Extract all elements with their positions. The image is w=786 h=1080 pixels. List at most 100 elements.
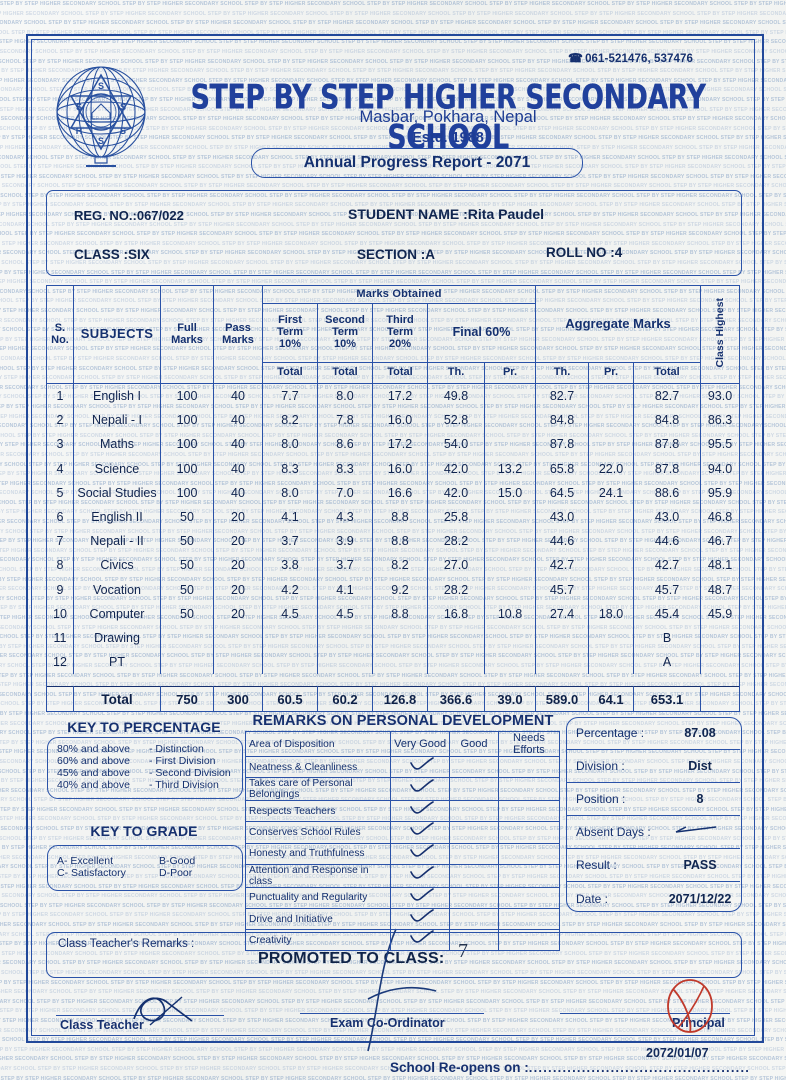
key-percentage-line: 45% and above - Second Division	[57, 767, 231, 779]
pd-very-good	[390, 907, 451, 931]
result-panel: Percentage :87.08 Division : Dist Position …	[566, 717, 740, 915]
row-t2: 8.3	[317, 456, 373, 481]
row-sno: 9	[46, 577, 74, 602]
row-atot: 42.7	[633, 553, 701, 578]
row-fth: 49.8	[427, 383, 485, 409]
checkmark-icon	[409, 909, 435, 924]
row-atot: 44.6	[633, 529, 701, 554]
total-label: Total	[73, 686, 161, 713]
header-t3-total: Total	[372, 362, 428, 384]
result-value: 2071/12/22	[668, 891, 732, 906]
pd-good	[449, 755, 499, 779]
pd-row: Takes care of Personal Belongings	[244, 777, 561, 802]
promoted-to-class-label: PROMOTED TO CLASS:	[258, 950, 445, 967]
header-t2-total: Total	[317, 362, 373, 384]
inner-border	[31, 39, 755, 1036]
row-t1: 8.2	[262, 408, 318, 433]
total-apr: 64.1	[588, 686, 634, 713]
row-t1: 4.5	[262, 601, 318, 626]
row-t2: 4.1	[317, 577, 373, 602]
table-row: 11 Drawing B	[46, 625, 740, 651]
row-apr: 22.0	[588, 456, 634, 481]
header-agg-pr: Pr.	[588, 362, 634, 384]
pd-header-good: Good	[449, 731, 499, 757]
pd-needs-efforts	[497, 907, 561, 931]
row-t1: 3.8	[262, 553, 318, 578]
row-fpr	[484, 553, 536, 578]
row-t1: 4.2	[262, 577, 318, 602]
row-atot: 87.8	[633, 432, 701, 457]
row-t1: 8.0	[262, 480, 318, 505]
row-ch: 95.5	[700, 432, 740, 457]
row-t3: 9.2	[372, 577, 428, 602]
row-fth: 52.8	[427, 408, 485, 433]
pd-good	[449, 800, 499, 823]
total-sno	[46, 686, 74, 713]
row-fpr	[484, 432, 536, 457]
exam-coordinator-label: Exam Co-Ordinator	[330, 1016, 445, 1030]
row-atot: 45.4	[633, 601, 701, 626]
row-atot: 45.7	[633, 577, 701, 602]
svg-text:S: S	[120, 102, 126, 112]
roll-number: ROLL NO :4	[546, 245, 623, 260]
row-subject: Computer	[73, 601, 161, 626]
row-fpr	[484, 383, 536, 409]
header-final-th: Th.	[427, 362, 485, 384]
row-pass	[213, 650, 263, 675]
key-to-grade-list: A- Excellent B-Good C- Satisfactory D-Poor	[57, 855, 237, 879]
checkmark-icon	[409, 930, 435, 945]
row-ch: 46.7	[700, 529, 740, 554]
promoted-to-class-value: 7	[458, 940, 468, 962]
header-agg-th: Th.	[535, 362, 589, 384]
row-apr	[588, 625, 634, 651]
remarks-title: REMARKS ON PERSONAL DEVELOPMENT	[252, 713, 554, 729]
row-fpr: 10.8	[484, 601, 536, 626]
result-value: PASS	[668, 848, 740, 883]
row-atot: 43.0	[633, 504, 701, 530]
row-subject: Nepali - I	[73, 408, 161, 433]
row-subject: English II	[73, 504, 161, 530]
total-ath: 589.0	[535, 686, 589, 713]
pd-row: Respects Teachers	[244, 800, 561, 823]
pd-row: Drive and Initiative	[244, 907, 561, 931]
row-pass	[213, 625, 263, 651]
pd-very-good	[390, 821, 451, 844]
personal-development-table: Area of Disposition Very Good Good Needs Ef…	[244, 731, 561, 952]
result-row: Absent Days :	[566, 815, 740, 850]
row-apr	[588, 408, 634, 433]
row-t3: 8.8	[372, 601, 428, 626]
result-row: Result : PASS	[566, 848, 740, 883]
student-name: STUDENT NAME :Rita Paudel	[348, 206, 545, 222]
pd-area: Creativity	[244, 929, 392, 952]
total-fpr: 39.0	[484, 686, 536, 713]
total-t1: 60.5	[262, 686, 318, 713]
row-pass: 20	[213, 529, 263, 554]
row-t3: 8.8	[372, 529, 428, 554]
total-row: Total 750 300 60.5 60.2 126.8 366.6 39.0 589.0 64…	[46, 686, 740, 713]
row-ch: 95.9	[700, 480, 740, 505]
header-class-highest: Class Highest	[700, 285, 740, 384]
pd-very-good	[390, 886, 451, 909]
pd-header-area: Area of Disposition	[244, 731, 392, 757]
header-subjects: SUBJECTS	[73, 285, 161, 384]
student-info-box	[46, 190, 742, 276]
row-atot: A	[633, 650, 701, 675]
row-ath	[535, 650, 589, 675]
row-ch: 45.9	[700, 601, 740, 626]
pd-good	[449, 863, 499, 888]
row-t1	[262, 650, 318, 675]
class-teacher-signature-line	[56, 1015, 224, 1016]
school-logo: S S S H S S	[48, 62, 154, 170]
pd-area: Takes care of Personal Belongings	[244, 777, 392, 802]
svg-text:S: S	[98, 81, 104, 91]
row-apr	[588, 432, 634, 457]
row-full: 50	[160, 601, 214, 626]
row-apr	[588, 553, 634, 578]
row-ath: 43.0	[535, 504, 589, 530]
row-pass: 20	[213, 504, 263, 530]
pd-very-good	[390, 800, 451, 823]
key-grade-line: C- Satisfactory D-Poor	[57, 867, 193, 879]
checkmark-icon	[409, 757, 435, 772]
table-row: 8 Civics 50 20 3.8 3.7 8.2 27.0 42.7 42.7 48.1	[46, 553, 740, 578]
result-label: Position :	[566, 782, 668, 817]
